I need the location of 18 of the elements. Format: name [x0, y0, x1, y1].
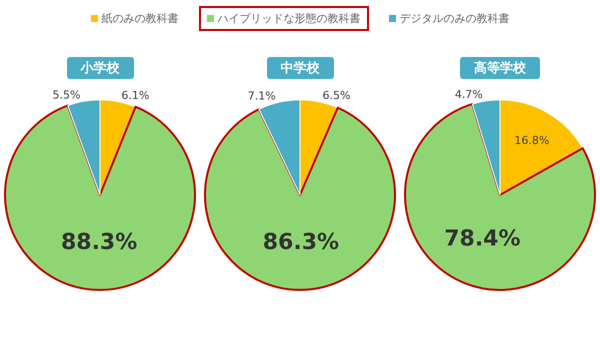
data-label: 6.5% [322, 89, 350, 102]
pie-slice [4, 104, 196, 291]
highlight-box: ハイブリッドな形態の教科書 [198, 6, 368, 31]
pie-slice [404, 103, 596, 291]
data-label: 78.4% [444, 226, 521, 252]
chart-title: 中学校 [266, 57, 334, 79]
data-label: 88.3% [60, 230, 138, 255]
data-label: 86.3% [262, 230, 340, 255]
data-label: 16.8% [514, 134, 550, 147]
pie-slice [204, 106, 396, 291]
legend-label: デジタルのみの教科書 [398, 11, 510, 27]
data-label: 4.7% [454, 88, 483, 102]
legend-label: 紙のみの教科書 [100, 11, 180, 27]
data-label: 7.1% [248, 90, 276, 103]
text: 小学校 [66, 57, 134, 79]
data-label: 6.1% [121, 88, 150, 102]
data-label: 5.5% [52, 88, 80, 102]
chart-title: 高等学校 [460, 57, 540, 79]
